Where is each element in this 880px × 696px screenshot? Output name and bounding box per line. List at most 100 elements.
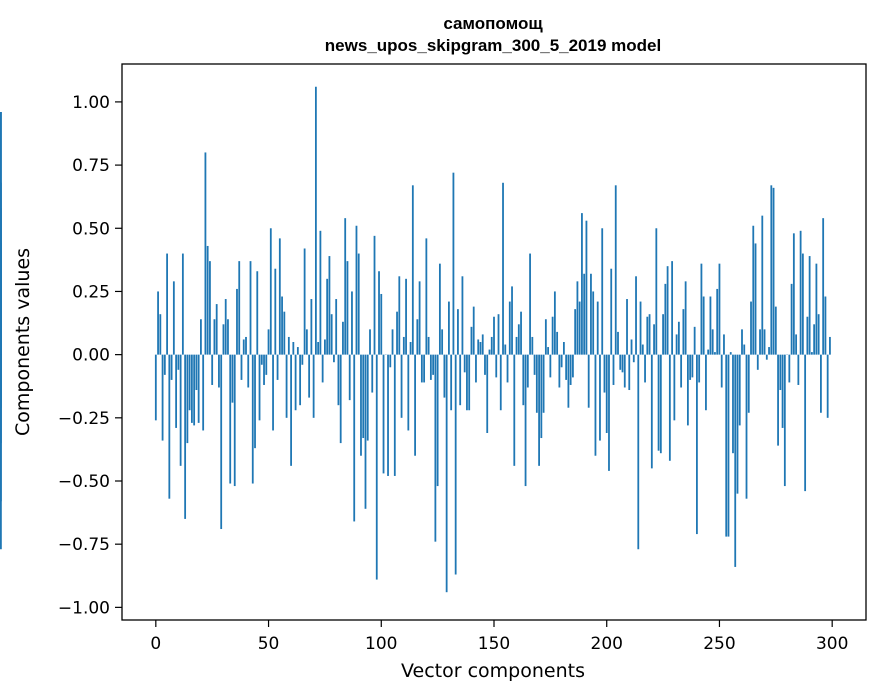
bar-component-66 xyxy=(303,248,306,355)
bar-component-183 xyxy=(567,354,570,408)
bar-component-26 xyxy=(213,319,216,355)
bar-component-147 xyxy=(486,354,489,433)
bar-component-200 xyxy=(605,354,608,433)
bar-component-86 xyxy=(348,354,351,401)
bar-component-76 xyxy=(326,278,329,355)
bar-component-240 xyxy=(696,354,698,535)
bar-component-288 xyxy=(804,354,807,492)
y-tick-label: −1.00 xyxy=(58,598,110,618)
bar-component-209 xyxy=(626,299,628,355)
bar-component-214 xyxy=(637,354,640,550)
bar-component-94 xyxy=(366,354,369,441)
bar-component-30 xyxy=(222,324,225,355)
bar-component-297 xyxy=(824,296,827,355)
bar-component-90 xyxy=(357,253,360,355)
bar-component-59 xyxy=(287,336,290,355)
bar-component-228 xyxy=(668,354,671,461)
bar-component-40 xyxy=(245,336,247,355)
bar-component-282 xyxy=(790,283,793,355)
bar-component-229 xyxy=(671,261,674,355)
bar-component-186 xyxy=(574,309,577,355)
bar-component-145 xyxy=(481,334,484,355)
bar-component-19 xyxy=(197,354,200,423)
plot-frame xyxy=(121,63,867,621)
bar-component-164 xyxy=(524,354,527,487)
bar-component-95 xyxy=(369,329,371,355)
bar-component-190 xyxy=(583,273,586,355)
bar-component-266 xyxy=(754,243,757,355)
bar-component-103 xyxy=(387,354,389,476)
bar-component-131 xyxy=(450,354,453,411)
bar-component-135 xyxy=(459,354,462,406)
bar-component-254 xyxy=(727,354,730,537)
bar-component-182 xyxy=(565,354,568,380)
y-tick-label: −0.75 xyxy=(58,535,110,555)
bar-component-127 xyxy=(441,329,444,355)
bar-component-163 xyxy=(522,354,525,406)
bar-component-295 xyxy=(820,354,822,413)
bar-component-175 xyxy=(549,354,552,378)
bar-component-172 xyxy=(542,354,545,413)
y-tick-label: −0.50 xyxy=(58,472,110,492)
bar-component-237 xyxy=(689,354,692,380)
bar-component-104 xyxy=(389,354,392,368)
bar-component-88 xyxy=(353,354,356,522)
bar-component-189 xyxy=(581,213,583,355)
bar-component-250 xyxy=(718,263,721,355)
bar-component-255 xyxy=(729,352,732,355)
bar-component-256 xyxy=(732,354,734,454)
bar-component-291 xyxy=(810,352,813,355)
bar-component-222 xyxy=(655,228,658,355)
bar-component-154 xyxy=(502,182,504,355)
bar-component-113 xyxy=(409,342,412,355)
bar-component-179 xyxy=(558,354,561,388)
bar-component-9 xyxy=(175,354,178,428)
bar-component-273 xyxy=(770,185,773,355)
bar-component-139 xyxy=(468,354,471,411)
x-tick-label: 0 xyxy=(150,634,161,654)
bar-component-243 xyxy=(702,296,705,355)
bar-component-242 xyxy=(700,263,703,355)
bar-component-206 xyxy=(619,354,622,370)
bar-component-278 xyxy=(781,354,784,428)
bar-component-97 xyxy=(373,235,376,355)
bar-component-215 xyxy=(639,301,642,355)
bar-component-195 xyxy=(594,354,597,456)
bar-component-218 xyxy=(646,316,649,355)
bar-component-248 xyxy=(714,352,716,355)
bar-component-1 xyxy=(157,291,159,355)
bar-component-48 xyxy=(263,354,265,385)
y-tick-label: 0.25 xyxy=(72,282,110,302)
x-tick-label: 50 xyxy=(258,634,280,654)
bar-component-112 xyxy=(407,354,410,431)
bar-component-235 xyxy=(684,281,687,355)
bar-component-293 xyxy=(815,263,818,355)
bar-component-211 xyxy=(630,339,633,355)
bar-component-251 xyxy=(720,354,723,388)
bar-component-6 xyxy=(168,354,171,499)
bar-component-10 xyxy=(177,354,180,370)
bar-component-49 xyxy=(265,354,268,375)
bar-component-270 xyxy=(763,329,766,355)
bar-component-233 xyxy=(680,354,683,388)
bar-component-50 xyxy=(267,329,270,355)
bar-component-184 xyxy=(569,354,572,385)
bar-component-4 xyxy=(163,354,166,375)
bar-component-51 xyxy=(269,228,272,355)
bar-component-294 xyxy=(817,314,820,355)
x-tick-label: 300 xyxy=(816,634,848,654)
bar-component-70 xyxy=(312,354,315,418)
bar-component-150 xyxy=(493,316,495,355)
bar-component-287 xyxy=(801,253,804,355)
bar-component-7 xyxy=(170,354,173,380)
bar-component-99 xyxy=(378,271,380,355)
bar-component-53 xyxy=(274,268,277,355)
bar-component-158 xyxy=(511,286,513,355)
bar-component-245 xyxy=(707,349,710,355)
bar-component-267 xyxy=(756,354,759,370)
bar-component-110 xyxy=(402,336,405,355)
bar-component-120 xyxy=(425,238,428,355)
bar-component-52 xyxy=(272,354,274,431)
bar-component-227 xyxy=(666,266,669,355)
